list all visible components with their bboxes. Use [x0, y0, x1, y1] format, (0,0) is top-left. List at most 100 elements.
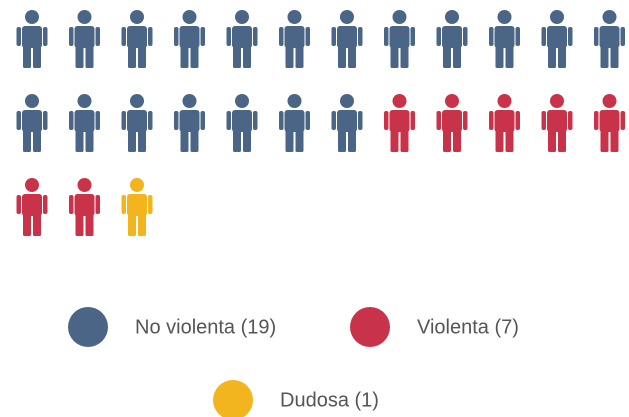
icon-leg	[85, 129, 94, 152]
icon-leg	[295, 129, 304, 152]
icon-torso	[22, 110, 42, 132]
icon-leg	[495, 129, 504, 152]
icon-arm	[95, 111, 100, 130]
person-icon	[174, 94, 205, 152]
icon-leg	[390, 129, 399, 152]
icon-leg	[400, 45, 409, 68]
person-icon	[69, 178, 100, 236]
icon-leg	[128, 213, 136, 236]
icon-head	[602, 10, 617, 24]
icon-torso	[442, 26, 462, 48]
person-icon	[226, 94, 258, 152]
person-icon	[489, 94, 520, 152]
person-icon	[16, 10, 48, 68]
icon-leg	[138, 45, 146, 68]
icon-arm	[594, 27, 599, 46]
icon-head	[25, 10, 39, 24]
icon-torso	[389, 110, 410, 132]
person-icon	[541, 10, 573, 68]
icon-arm	[43, 111, 48, 130]
icon-leg	[243, 45, 251, 68]
icon-arm	[489, 111, 494, 130]
icon-leg	[610, 45, 619, 68]
icon-leg	[600, 129, 609, 152]
icon-torso	[127, 110, 147, 132]
icon-arm	[200, 111, 205, 130]
icon-torso	[494, 26, 515, 48]
icon-arm	[174, 111, 179, 130]
icon-leg	[85, 45, 94, 68]
icon-leg	[233, 129, 241, 152]
icon-arm	[515, 27, 520, 46]
icon-arm	[384, 111, 389, 130]
icon-leg	[190, 129, 199, 152]
person-icon	[121, 10, 153, 68]
icon-arm	[358, 111, 363, 130]
icon-torso	[389, 26, 410, 48]
icon-torso	[127, 194, 147, 216]
icon-head	[340, 10, 354, 24]
person-icon	[69, 94, 100, 152]
icon-leg	[33, 45, 41, 68]
icon-arm	[305, 27, 310, 46]
icon-leg	[180, 45, 189, 68]
legend-swatch	[68, 307, 108, 347]
icon-head	[392, 94, 407, 108]
icon-leg	[558, 129, 566, 152]
icon-leg	[243, 129, 251, 152]
person-icon	[331, 10, 363, 68]
icon-arm	[410, 111, 415, 130]
icon-arm	[200, 27, 205, 46]
person-icon	[436, 10, 468, 68]
icon-head	[182, 10, 197, 24]
person-icon	[279, 10, 310, 68]
icon-arm	[305, 111, 310, 130]
icon-torso	[547, 26, 567, 48]
icon-head	[550, 10, 564, 24]
icon-head	[130, 10, 144, 24]
person-icon	[489, 10, 520, 68]
icon-torso	[442, 110, 462, 132]
icon-leg	[23, 129, 31, 152]
icon-head	[77, 178, 92, 192]
icon-leg	[285, 45, 294, 68]
icon-torso	[127, 26, 147, 48]
icon-arm	[515, 111, 520, 130]
icon-arm	[148, 27, 153, 46]
legend-swatch	[213, 380, 253, 417]
person-icon	[594, 94, 625, 152]
icon-head	[77, 10, 92, 24]
icon-torso	[22, 26, 42, 48]
icon-leg	[505, 129, 514, 152]
icon-leg	[75, 213, 84, 236]
icon-arm	[463, 111, 468, 130]
icon-torso	[284, 110, 305, 132]
icon-torso	[284, 26, 305, 48]
icon-arm	[568, 111, 573, 130]
icon-arm	[121, 27, 126, 46]
icon-arm	[121, 111, 126, 130]
icon-leg	[443, 129, 451, 152]
icon-torso	[232, 110, 252, 132]
icon-arm	[279, 27, 284, 46]
icon-leg	[610, 129, 619, 152]
icon-leg	[180, 129, 189, 152]
icon-head	[235, 10, 249, 24]
icon-torso	[494, 110, 515, 132]
icon-leg	[233, 45, 241, 68]
icon-leg	[443, 45, 451, 68]
icon-leg	[548, 129, 556, 152]
icon-torso	[74, 110, 95, 132]
icon-leg	[453, 129, 461, 152]
icon-arm	[568, 27, 573, 46]
icon-leg	[495, 45, 504, 68]
icon-arm	[69, 27, 74, 46]
icon-torso	[337, 110, 357, 132]
icon-head	[340, 94, 354, 108]
icon-leg	[33, 213, 41, 236]
icon-leg	[128, 45, 136, 68]
icon-arm	[16, 111, 21, 130]
icon-head	[445, 10, 459, 24]
icon-arm	[541, 27, 546, 46]
